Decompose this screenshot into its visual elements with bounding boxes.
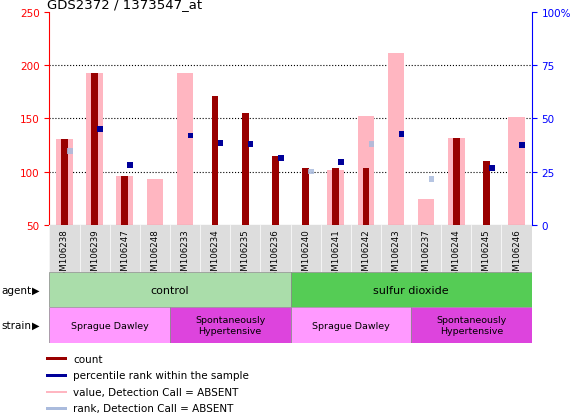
Text: ▶: ▶ xyxy=(32,320,40,330)
Text: Sprague Dawley: Sprague Dawley xyxy=(312,321,390,330)
Bar xyxy=(483,161,490,225)
Text: ▶: ▶ xyxy=(32,285,40,295)
Bar xyxy=(67,149,73,155)
Bar xyxy=(368,142,374,147)
Bar xyxy=(272,156,279,225)
Text: GSM106246: GSM106246 xyxy=(512,229,521,282)
Bar xyxy=(146,180,163,225)
Bar xyxy=(91,74,98,225)
Bar xyxy=(302,169,309,225)
Bar xyxy=(97,127,103,133)
Text: GSM106245: GSM106245 xyxy=(482,229,491,282)
Bar xyxy=(49,273,290,308)
Text: GDS2372 / 1373547_at: GDS2372 / 1373547_at xyxy=(47,0,202,11)
Bar xyxy=(218,140,223,147)
Bar xyxy=(290,308,411,343)
Text: strain: strain xyxy=(2,320,32,330)
Bar xyxy=(61,139,68,225)
Bar xyxy=(49,308,170,343)
Text: GSM106235: GSM106235 xyxy=(241,229,250,282)
Bar xyxy=(46,407,67,410)
Bar xyxy=(177,74,193,225)
Bar xyxy=(357,117,374,225)
Bar xyxy=(87,74,103,225)
Text: agent: agent xyxy=(2,285,32,295)
Bar xyxy=(121,176,128,225)
Bar xyxy=(46,391,67,393)
Text: GSM106234: GSM106234 xyxy=(211,229,220,282)
Bar xyxy=(46,358,67,360)
Text: GSM106244: GSM106244 xyxy=(452,229,461,282)
Text: GSM106240: GSM106240 xyxy=(301,229,310,282)
Bar xyxy=(429,177,434,183)
Text: Spontaneously
Hypertensive: Spontaneously Hypertensive xyxy=(195,316,266,335)
Text: GSM106233: GSM106233 xyxy=(181,229,189,282)
Text: GSM106241: GSM106241 xyxy=(331,229,340,282)
Bar xyxy=(170,308,290,343)
Text: value, Detection Call = ABSENT: value, Detection Call = ABSENT xyxy=(73,387,238,397)
Text: control: control xyxy=(150,285,189,295)
Text: GSM106238: GSM106238 xyxy=(60,229,69,282)
Bar xyxy=(127,163,133,169)
Text: Sprague Dawley: Sprague Dawley xyxy=(71,321,149,330)
Text: rank, Detection Call = ABSENT: rank, Detection Call = ABSENT xyxy=(73,404,234,413)
Bar xyxy=(453,138,460,225)
Text: GSM106239: GSM106239 xyxy=(90,229,99,281)
Bar xyxy=(212,97,218,225)
Text: Spontaneously
Hypertensive: Spontaneously Hypertensive xyxy=(436,316,507,335)
Bar xyxy=(116,176,133,225)
Text: GSM106237: GSM106237 xyxy=(422,229,431,282)
Bar xyxy=(290,273,532,308)
Bar xyxy=(338,160,344,166)
Bar xyxy=(278,155,284,161)
Bar xyxy=(46,374,67,377)
Bar xyxy=(363,169,369,225)
Bar xyxy=(411,308,532,343)
Bar xyxy=(448,138,465,225)
Bar xyxy=(388,53,404,225)
Bar xyxy=(418,199,435,225)
Text: GSM106248: GSM106248 xyxy=(150,229,159,282)
Bar xyxy=(248,142,253,147)
Text: percentile rank within the sample: percentile rank within the sample xyxy=(73,370,249,380)
Bar xyxy=(56,139,73,225)
Text: GSM106242: GSM106242 xyxy=(361,229,370,282)
Bar xyxy=(242,114,249,225)
Text: GSM106243: GSM106243 xyxy=(392,229,400,282)
Bar xyxy=(399,132,404,138)
Text: GSM106247: GSM106247 xyxy=(120,229,129,282)
Text: count: count xyxy=(73,354,103,364)
Bar xyxy=(328,171,344,225)
Bar xyxy=(508,118,525,225)
Text: GSM106236: GSM106236 xyxy=(271,229,280,282)
Text: sulfur dioxide: sulfur dioxide xyxy=(373,285,449,295)
Bar xyxy=(309,169,314,175)
Bar xyxy=(519,143,525,149)
Bar xyxy=(332,169,339,225)
Bar xyxy=(188,133,193,139)
Bar xyxy=(489,166,494,172)
